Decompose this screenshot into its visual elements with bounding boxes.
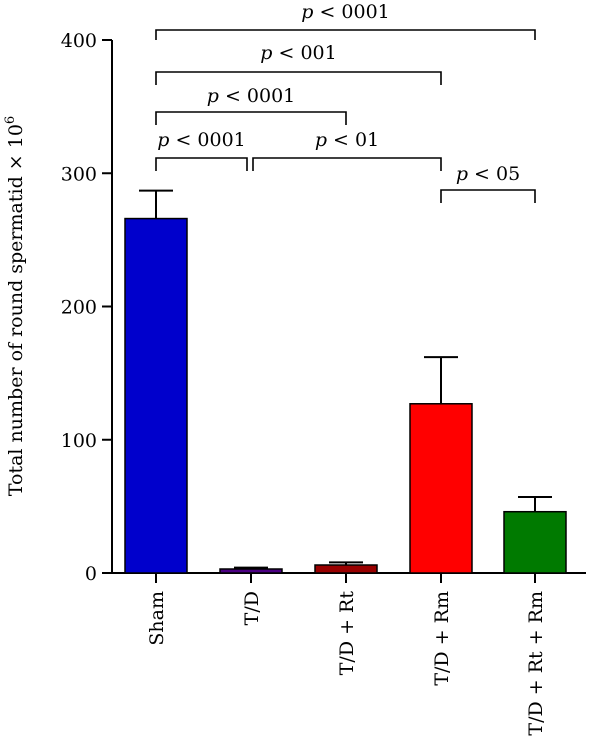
bar xyxy=(314,564,378,574)
bar xyxy=(124,217,188,574)
error-bars xyxy=(139,189,552,570)
significance-bracket xyxy=(252,157,442,171)
significance-label: p < 05 xyxy=(456,163,520,185)
x-tick-label: T/D + Rt + Rm xyxy=(525,591,547,736)
significance-label: p < 0001 xyxy=(301,1,390,23)
significance-label: p < 01 xyxy=(315,129,379,151)
x-tick-label: T/D xyxy=(241,591,263,625)
y-tick-label: 200 xyxy=(61,297,97,319)
y-tick-label: 0 xyxy=(85,563,97,585)
significance-bracket xyxy=(155,111,347,125)
significance-bracket xyxy=(440,189,536,203)
bars xyxy=(124,217,567,574)
significance-bracket xyxy=(155,157,248,171)
y-tick-label: 400 xyxy=(61,30,97,52)
y-axis-label-superscript: 6 xyxy=(3,116,18,124)
y-axis-label: Total number of round spermatid × 106 xyxy=(3,116,27,496)
bar xyxy=(219,568,283,574)
significance-label: p < 0001 xyxy=(207,85,296,107)
y-axis-label-text: Total number of round spermatid × 10 xyxy=(5,124,27,496)
x-tick-label: Sham xyxy=(146,591,168,646)
x-tick-label: T/D + Rt xyxy=(336,591,358,676)
y-tick-label: 100 xyxy=(61,430,97,452)
significance-bracket xyxy=(155,71,442,85)
x-tick-label: T/D + Rm xyxy=(431,591,453,686)
y-tick-label: 300 xyxy=(61,163,97,185)
significance-brackets: p < 0001 p < 001 p < 0001 p < 0001 p < 01 p <… xyxy=(155,1,536,203)
bar xyxy=(503,510,567,574)
x-axis-labels: Sham T/D T/D + Rt T/D + Rm T/D + Rt + Rm xyxy=(146,573,547,736)
significance-label: p < 0001 xyxy=(157,129,246,151)
significance-label: p < 001 xyxy=(260,42,336,64)
bar xyxy=(409,403,473,574)
significance-bracket xyxy=(155,29,536,40)
